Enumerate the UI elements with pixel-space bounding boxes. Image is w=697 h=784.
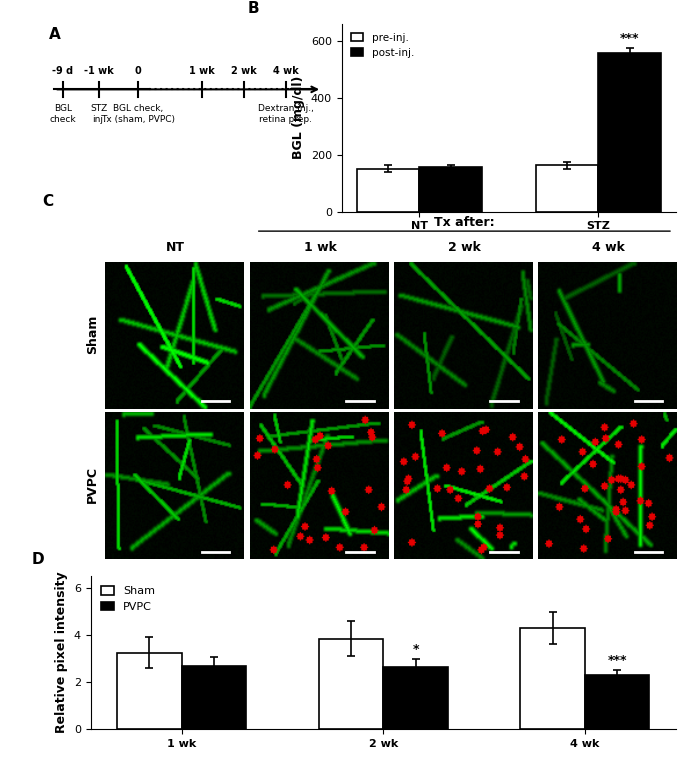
Legend: pre-inj., post-inj.: pre-inj., post-inj. bbox=[346, 29, 418, 62]
Text: STZ
inj.: STZ inj. bbox=[91, 104, 107, 124]
Text: Tx after:: Tx after: bbox=[434, 216, 495, 230]
Text: C: C bbox=[43, 194, 54, 209]
Text: 1 wk: 1 wk bbox=[304, 241, 337, 253]
Text: -1 wk: -1 wk bbox=[84, 66, 114, 76]
Bar bbox=[598, 53, 661, 212]
Text: 2 wk: 2 wk bbox=[448, 241, 481, 253]
Text: BGL
check: BGL check bbox=[49, 104, 76, 124]
Text: 4 wk: 4 wk bbox=[592, 241, 625, 253]
Text: 1 wk: 1 wk bbox=[190, 66, 215, 76]
Bar bbox=[536, 165, 598, 212]
Text: Dextran inj.,
retina prep.: Dextran inj., retina prep. bbox=[258, 104, 314, 124]
Text: NT: NT bbox=[167, 241, 185, 253]
Text: ***: *** bbox=[608, 655, 627, 667]
Y-axis label: BGL (mg/dl): BGL (mg/dl) bbox=[292, 76, 305, 159]
Text: A: A bbox=[49, 27, 61, 42]
Bar bbox=[420, 168, 482, 212]
Bar bbox=[182, 666, 246, 729]
Text: PVPC: PVPC bbox=[86, 466, 99, 503]
Text: Sham: Sham bbox=[86, 315, 99, 354]
Text: ***: *** bbox=[620, 31, 639, 45]
Text: 2 wk: 2 wk bbox=[231, 66, 256, 76]
Text: B: B bbox=[248, 1, 259, 16]
Bar bbox=[383, 667, 448, 729]
Bar bbox=[117, 652, 182, 729]
Text: D: D bbox=[32, 552, 45, 567]
Text: 0: 0 bbox=[135, 66, 141, 76]
Text: *: * bbox=[413, 643, 419, 655]
Y-axis label: Relative pixel intensity: Relative pixel intensity bbox=[55, 572, 68, 734]
Bar bbox=[319, 638, 383, 729]
Bar bbox=[357, 169, 420, 212]
Text: BGL check,
Tx (sham, PVPC): BGL check, Tx (sham, PVPC) bbox=[101, 104, 175, 124]
Text: -9 d: -9 d bbox=[52, 66, 73, 76]
Bar bbox=[585, 676, 650, 729]
Text: 4 wk: 4 wk bbox=[273, 66, 298, 76]
Bar bbox=[521, 628, 585, 729]
Legend: Sham, PVPC: Sham, PVPC bbox=[96, 582, 160, 616]
